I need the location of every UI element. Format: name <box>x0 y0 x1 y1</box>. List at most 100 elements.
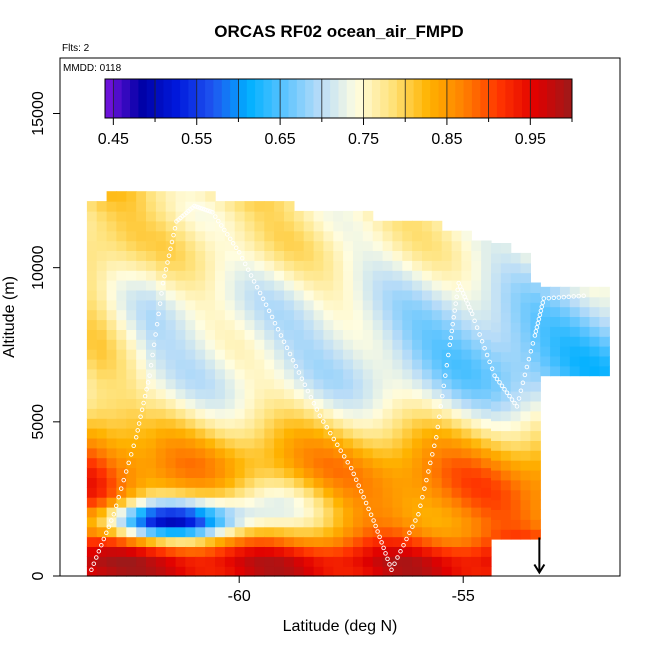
track-point <box>479 339 485 344</box>
heatmap-cell <box>244 368 256 380</box>
heatmap-cell <box>491 450 502 461</box>
heatmap-cell <box>520 529 531 540</box>
heatmap-cell <box>106 506 118 518</box>
heatmap-cell <box>224 299 236 311</box>
heatmap-cell <box>481 368 492 380</box>
heatmap-cell <box>274 378 285 390</box>
track-point <box>239 255 245 261</box>
heatmap-cell <box>372 477 384 488</box>
track-point <box>474 325 480 330</box>
heatmap-cell <box>106 358 118 370</box>
heatmap-cell <box>530 410 541 422</box>
heatmap-cell <box>224 388 236 399</box>
heatmap-cell <box>293 506 305 518</box>
heatmap-cell <box>274 319 285 330</box>
track-point <box>532 333 538 338</box>
heatmap-cell <box>215 368 226 380</box>
heatmap-cell <box>353 260 364 271</box>
heatmap-cell <box>274 546 285 557</box>
heatmap-cell <box>293 329 305 340</box>
colorbar-segment <box>438 79 448 118</box>
heatmap-cell <box>96 526 108 538</box>
heatmap-cell <box>500 410 512 422</box>
heatmap-cell <box>323 329 334 340</box>
heatmap-cell <box>382 457 394 469</box>
heatmap-cell <box>185 447 196 459</box>
heatmap-cell <box>471 329 482 340</box>
heatmap-cell <box>205 299 216 311</box>
heatmap-cell <box>333 339 344 350</box>
colorbar-segment <box>188 79 198 118</box>
heatmap-cell <box>491 430 502 441</box>
heatmap-cell <box>323 339 334 350</box>
heatmap-cell <box>510 292 522 303</box>
heatmap-cell <box>599 316 610 327</box>
heatmap-cell <box>96 388 108 399</box>
heatmap-cell <box>165 260 177 271</box>
heatmap-cell <box>461 378 472 390</box>
heatmap-cell <box>254 566 265 577</box>
heatmap-cell <box>323 319 334 330</box>
heatmap-cell <box>422 388 433 399</box>
heatmap-cell <box>136 516 147 528</box>
heatmap-cell <box>481 536 492 547</box>
heatmap-cell <box>175 536 187 547</box>
heatmap-cell <box>293 210 305 222</box>
heatmap-cell <box>431 368 443 380</box>
heatmap-cell <box>303 536 315 547</box>
date-label: MMDD: 0118 <box>63 63 122 74</box>
track-point <box>160 280 166 286</box>
heatmap-cell <box>106 437 118 449</box>
track-point <box>299 376 305 381</box>
heatmap-cell <box>382 240 394 251</box>
heatmap-cell <box>530 341 541 353</box>
heatmap-cell <box>333 467 344 478</box>
heatmap-cell <box>362 398 374 409</box>
heatmap-cell <box>86 289 98 301</box>
track-point <box>263 302 269 307</box>
heatmap-cell <box>333 428 344 439</box>
heatmap-cell <box>510 252 522 264</box>
heatmap-cell <box>313 467 325 478</box>
heatmap-cell <box>234 506 246 518</box>
heatmap-cell <box>510 450 522 461</box>
heatmap-cell <box>599 286 610 298</box>
heatmap-cell <box>274 566 285 577</box>
heatmap-cell <box>333 230 344 242</box>
heatmap-cell <box>205 289 216 301</box>
heatmap-cell <box>284 467 295 478</box>
heatmap-cell <box>284 457 295 469</box>
colorbar-segment <box>321 79 331 118</box>
heatmap-cell <box>146 230 157 242</box>
heatmap-cell <box>254 299 265 311</box>
heatmap-cell <box>313 546 325 557</box>
heatmap-cell <box>431 309 443 321</box>
heatmap-cell <box>293 339 305 350</box>
heatmap-cell <box>461 319 472 330</box>
heatmap-cell <box>136 349 147 360</box>
heatmap-cell <box>333 358 344 370</box>
heatmap-cell <box>303 210 315 222</box>
heatmap-cell <box>481 270 492 281</box>
heatmap-cell <box>106 280 118 291</box>
heatmap-cell <box>313 299 325 311</box>
heatmap-cell <box>520 391 531 402</box>
track-point <box>465 301 470 306</box>
heatmap-cell <box>303 378 315 390</box>
heatmap-cell <box>402 230 413 242</box>
heatmap-cell <box>560 326 571 337</box>
heatmap-cell <box>303 349 315 360</box>
heatmap-cell <box>264 536 275 547</box>
heatmap-cell <box>422 358 433 370</box>
heatmap-cell <box>323 349 334 360</box>
track-point <box>540 300 546 305</box>
heatmap-cell <box>116 418 127 429</box>
heatmap-cell <box>599 296 610 308</box>
heatmap-cell <box>353 556 364 567</box>
heatmap-cell <box>431 289 443 301</box>
heatmap-cell <box>303 329 315 340</box>
heatmap-cell <box>431 339 443 350</box>
heatmap-cell <box>126 270 137 281</box>
heatmap-cell <box>146 309 157 321</box>
heatmap-cell <box>520 361 531 372</box>
